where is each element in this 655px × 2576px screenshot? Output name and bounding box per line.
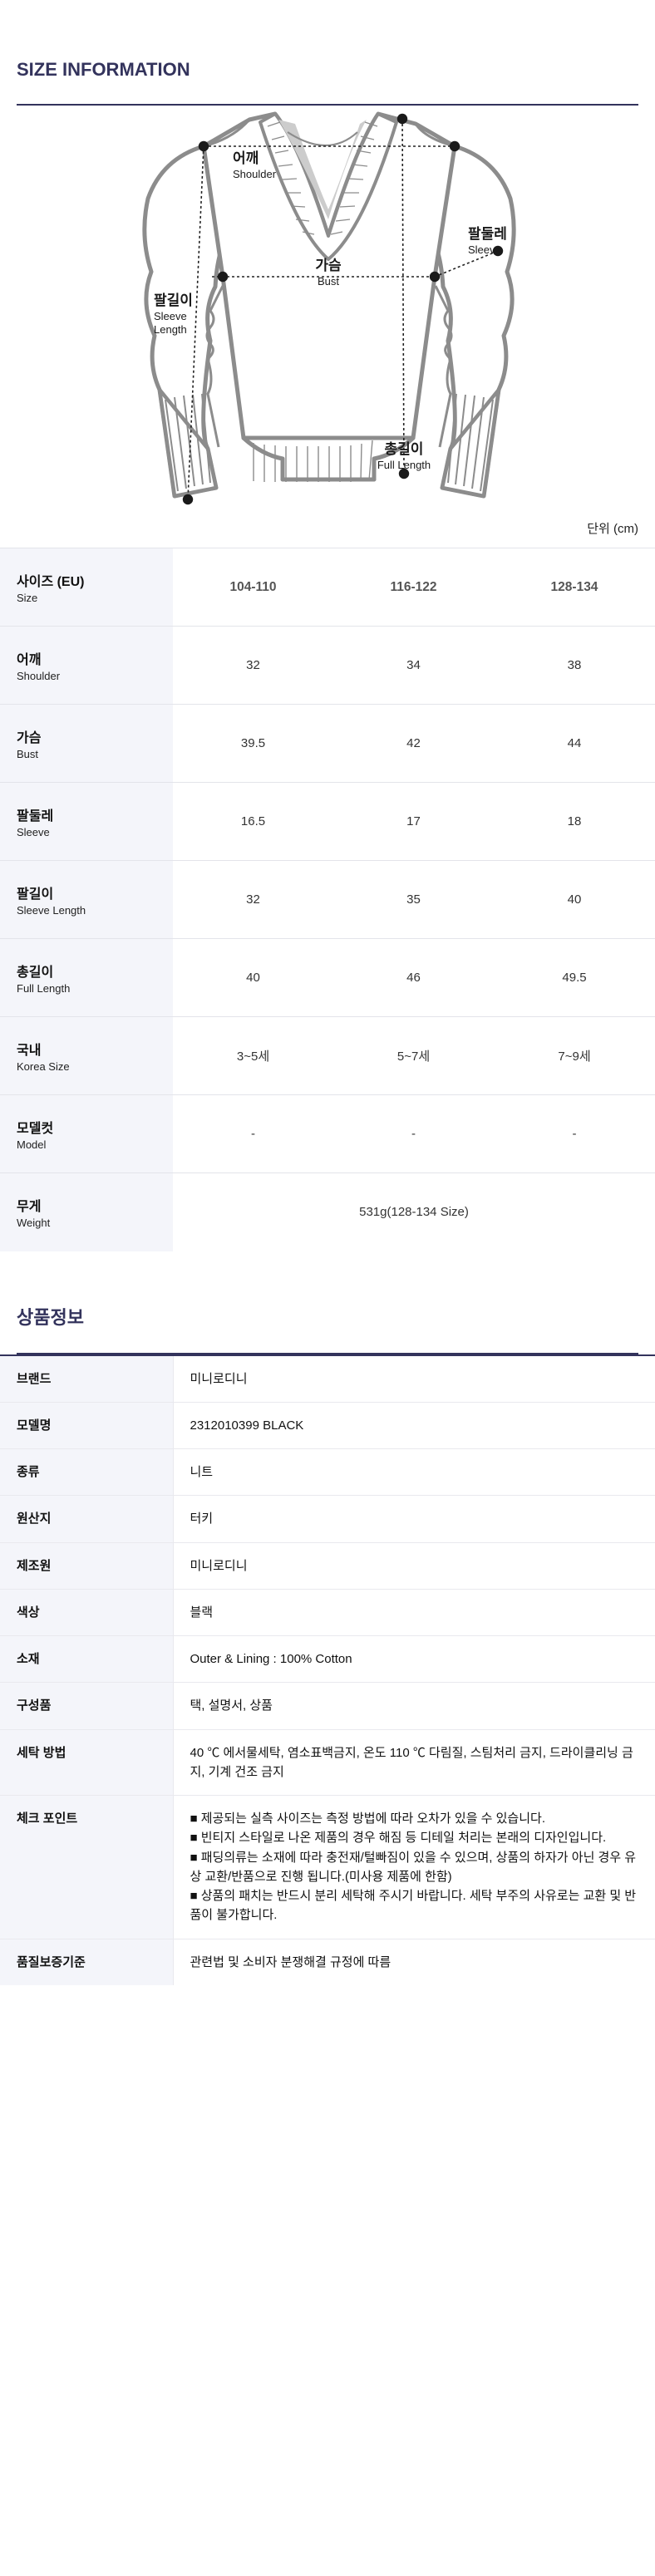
svg-text:팔둘레: 팔둘레 (468, 226, 507, 242)
svg-text:Full Length: Full Length (377, 459, 431, 471)
svg-text:총길이: 총길이 (385, 441, 424, 457)
svg-text:Sleeve: Sleeve (468, 243, 501, 256)
svg-text:Bust: Bust (318, 275, 339, 288)
svg-text:Length: Length (154, 323, 187, 336)
svg-text:가슴: 가슴 (315, 258, 342, 273)
svg-text:어깨: 어깨 (233, 150, 259, 166)
svg-text:팔길이: 팔길이 (154, 293, 193, 308)
svg-text:Sleeve: Sleeve (154, 310, 187, 322)
svg-text:Shoulder: Shoulder (233, 168, 277, 180)
